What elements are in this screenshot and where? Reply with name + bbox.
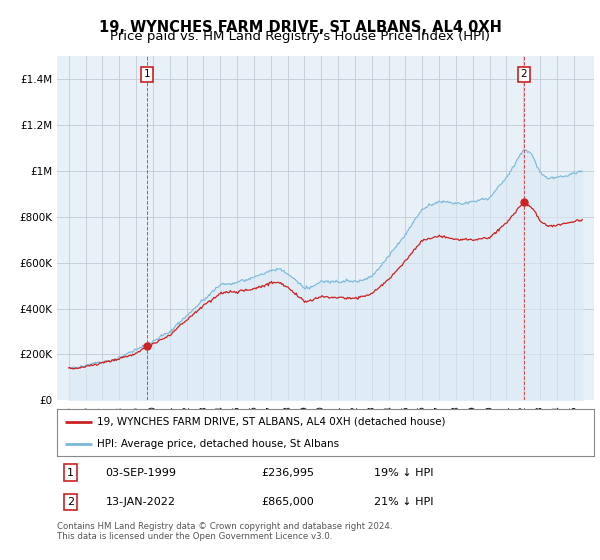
Text: 21% ↓ HPI: 21% ↓ HPI: [374, 497, 433, 507]
Text: £865,000: £865,000: [261, 497, 314, 507]
Text: HPI: Average price, detached house, St Albans: HPI: Average price, detached house, St A…: [97, 438, 340, 449]
Text: Price paid vs. HM Land Registry's House Price Index (HPI): Price paid vs. HM Land Registry's House …: [110, 30, 490, 43]
Text: 2: 2: [521, 69, 527, 80]
Text: Contains HM Land Registry data © Crown copyright and database right 2024.
This d: Contains HM Land Registry data © Crown c…: [57, 522, 392, 542]
Text: 13-JAN-2022: 13-JAN-2022: [106, 497, 175, 507]
Text: £236,995: £236,995: [261, 468, 314, 478]
Text: 03-SEP-1999: 03-SEP-1999: [106, 468, 176, 478]
Text: 19, WYNCHES FARM DRIVE, ST ALBANS, AL4 0XH (detached house): 19, WYNCHES FARM DRIVE, ST ALBANS, AL4 0…: [97, 417, 446, 427]
Text: 1: 1: [144, 69, 151, 80]
Text: 2: 2: [67, 497, 74, 507]
Text: 19, WYNCHES FARM DRIVE, ST ALBANS, AL4 0XH: 19, WYNCHES FARM DRIVE, ST ALBANS, AL4 0…: [98, 20, 502, 35]
Text: 1: 1: [67, 468, 74, 478]
Text: 19% ↓ HPI: 19% ↓ HPI: [374, 468, 433, 478]
